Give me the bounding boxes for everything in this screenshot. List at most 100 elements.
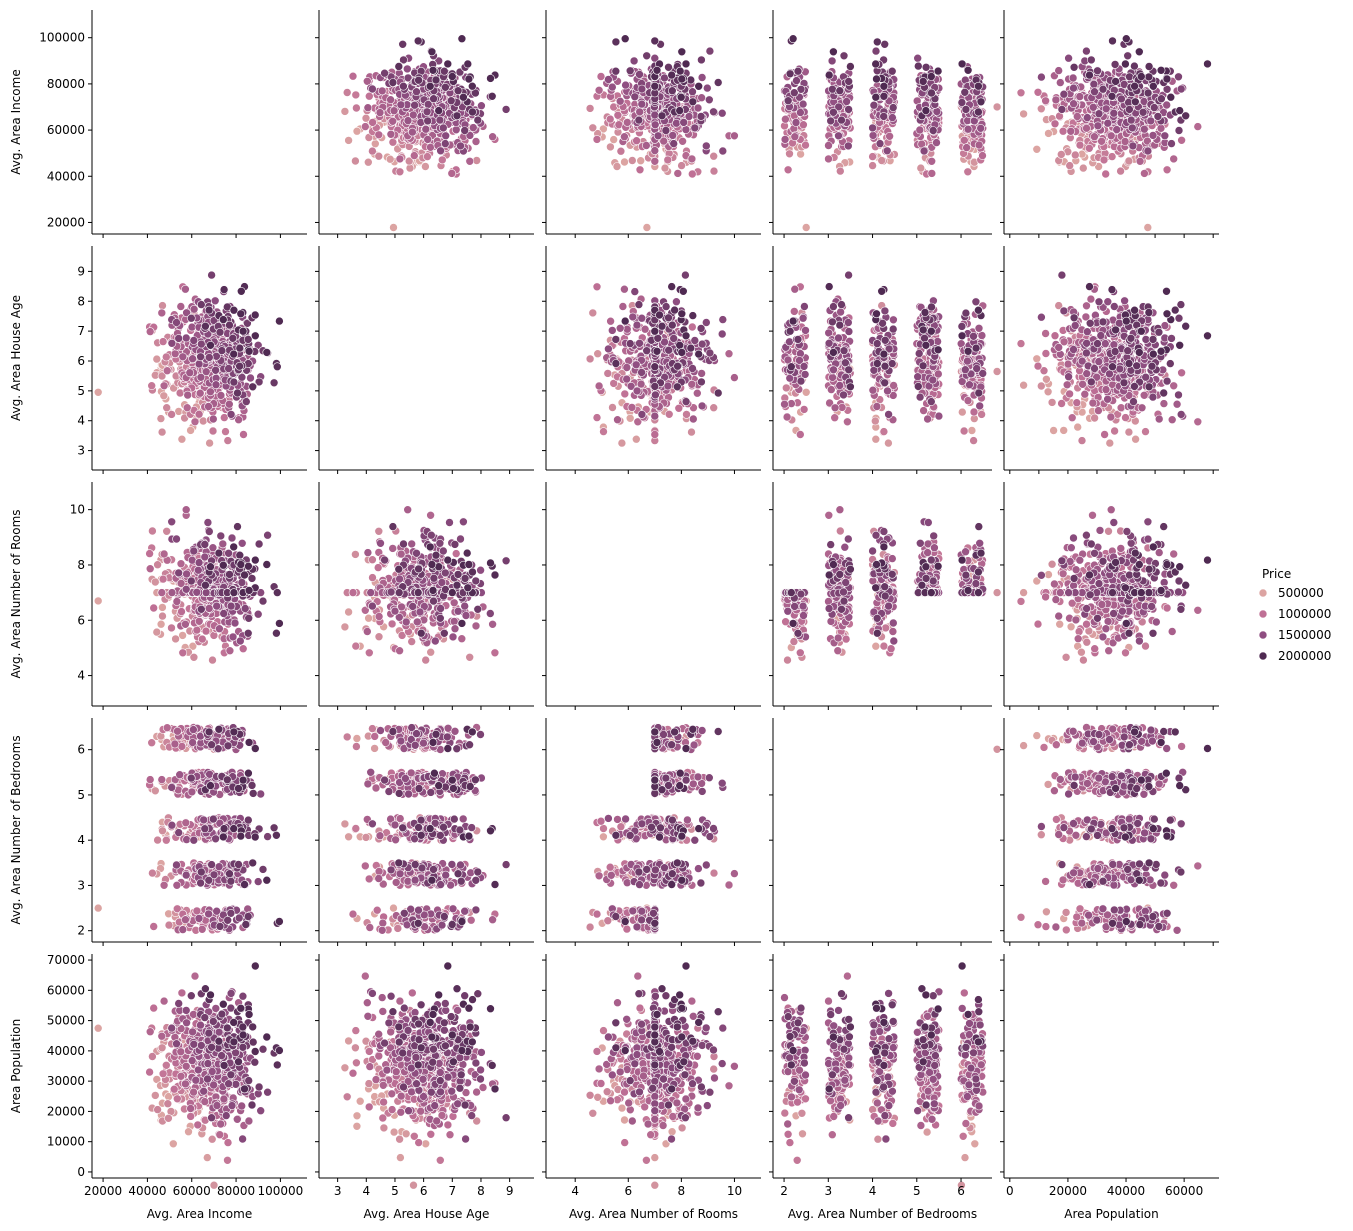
- scatter-point: [618, 302, 628, 311]
- scatter-point: [971, 343, 981, 353]
- scatter-point: [635, 165, 645, 175]
- scatter-point: [918, 77, 928, 86]
- scatter-point: [920, 333, 929, 343]
- scatter-point: [844, 365, 854, 375]
- scatter-point: [1140, 169, 1149, 178]
- scatter-point: [652, 66, 662, 75]
- scatter-point: [977, 410, 986, 419]
- scatter-point: [436, 146, 445, 156]
- scatter-point: [221, 427, 230, 436]
- y-tick-label: 9: [77, 264, 85, 278]
- scatter-point: [837, 115, 846, 125]
- scatter-point: [661, 126, 671, 135]
- scatter-point: [435, 115, 445, 125]
- scatter-point: [1107, 92, 1117, 101]
- scatter-point: [457, 34, 467, 44]
- scatter-point: [795, 430, 805, 439]
- scatter-point: [672, 118, 681, 128]
- y-tick-label: 3: [77, 444, 85, 458]
- scatter-point: [1094, 406, 1103, 415]
- scatter-point: [880, 378, 890, 388]
- scatter-point: [963, 66, 973, 75]
- scatter-point: [1057, 399, 1066, 408]
- scatter-point: [713, 78, 723, 87]
- scatter-point: [441, 83, 450, 92]
- scatter-point: [844, 270, 853, 280]
- scatter-point: [889, 315, 898, 325]
- scatter-point: [888, 103, 898, 112]
- scatter-point: [380, 68, 389, 78]
- scatter-point: [713, 388, 723, 398]
- scatter-point: [677, 161, 686, 170]
- scatter-point: [225, 320, 234, 330]
- y-tick-label: 4: [77, 414, 85, 428]
- scatter-point: [389, 223, 398, 232]
- scatter-point: [1149, 82, 1158, 91]
- scatter-point: [782, 412, 792, 422]
- scatter-point: [1131, 97, 1140, 107]
- scatter-point: [921, 340, 931, 350]
- scatter-point: [829, 348, 838, 357]
- scatter-point: [919, 146, 929, 156]
- scatter-point: [681, 331, 691, 341]
- scatter-point: [673, 361, 682, 371]
- scatter-point: [718, 146, 728, 156]
- scatter-point: [395, 154, 405, 164]
- scatter-point: [1108, 36, 1117, 46]
- scatter-point: [790, 132, 800, 141]
- scatter-point: [875, 139, 885, 148]
- scatter-point: [835, 86, 845, 95]
- scatter-point: [453, 86, 463, 95]
- scatter-point: [927, 302, 936, 312]
- scatter-point: [630, 92, 640, 102]
- scatter-point: [1156, 66, 1166, 75]
- scatter-point: [718, 315, 728, 324]
- scatter-point: [839, 346, 849, 356]
- scatter-point: [880, 335, 890, 345]
- scatter-point: [423, 152, 432, 161]
- scatter-point: [244, 346, 254, 356]
- scatter-point: [669, 139, 679, 148]
- scatter-point: [1176, 84, 1186, 94]
- panel-avg-area-house-age-vs-avg-area-house-age: [315, 246, 534, 474]
- scatter-point: [1157, 94, 1166, 103]
- scatter-point: [1140, 124, 1149, 134]
- scatter-point: [884, 410, 893, 419]
- scatter-point: [408, 127, 417, 137]
- scatter-point: [159, 381, 169, 391]
- scatter-point: [933, 345, 943, 355]
- scatter-point: [960, 88, 970, 97]
- scatter-point: [1203, 59, 1212, 69]
- scatter-point: [697, 339, 707, 349]
- scatter-point: [421, 162, 430, 171]
- scatter-point: [837, 300, 846, 309]
- scatter-point: [364, 91, 374, 101]
- scatter-point: [871, 59, 881, 69]
- scatter-point: [661, 302, 671, 311]
- scatter-point: [1069, 83, 1078, 93]
- scatter-point: [446, 96, 456, 105]
- scatter-point: [1032, 354, 1042, 364]
- scatter-point: [196, 372, 206, 382]
- scatter-point: [615, 96, 625, 106]
- scatter-point: [1041, 329, 1050, 338]
- scatter-point: [913, 382, 923, 391]
- scatter-point: [694, 349, 704, 359]
- scatter-point: [205, 353, 214, 362]
- scatter-point: [664, 409, 674, 419]
- scatter-point: [215, 327, 225, 337]
- scatter-point: [913, 53, 923, 63]
- scatter-point: [627, 403, 637, 412]
- scatter-point: [368, 146, 377, 156]
- scatter-point: [1033, 361, 1043, 371]
- scatter-point: [788, 34, 798, 44]
- scatter-point: [1037, 381, 1046, 391]
- scatter-point: [921, 63, 931, 72]
- scatter-point: [394, 62, 404, 71]
- scatter-point: [182, 403, 192, 413]
- scatter-point: [793, 335, 803, 344]
- scatter-point: [631, 434, 641, 444]
- scatter-point: [977, 331, 987, 340]
- scatter-point: [186, 426, 195, 435]
